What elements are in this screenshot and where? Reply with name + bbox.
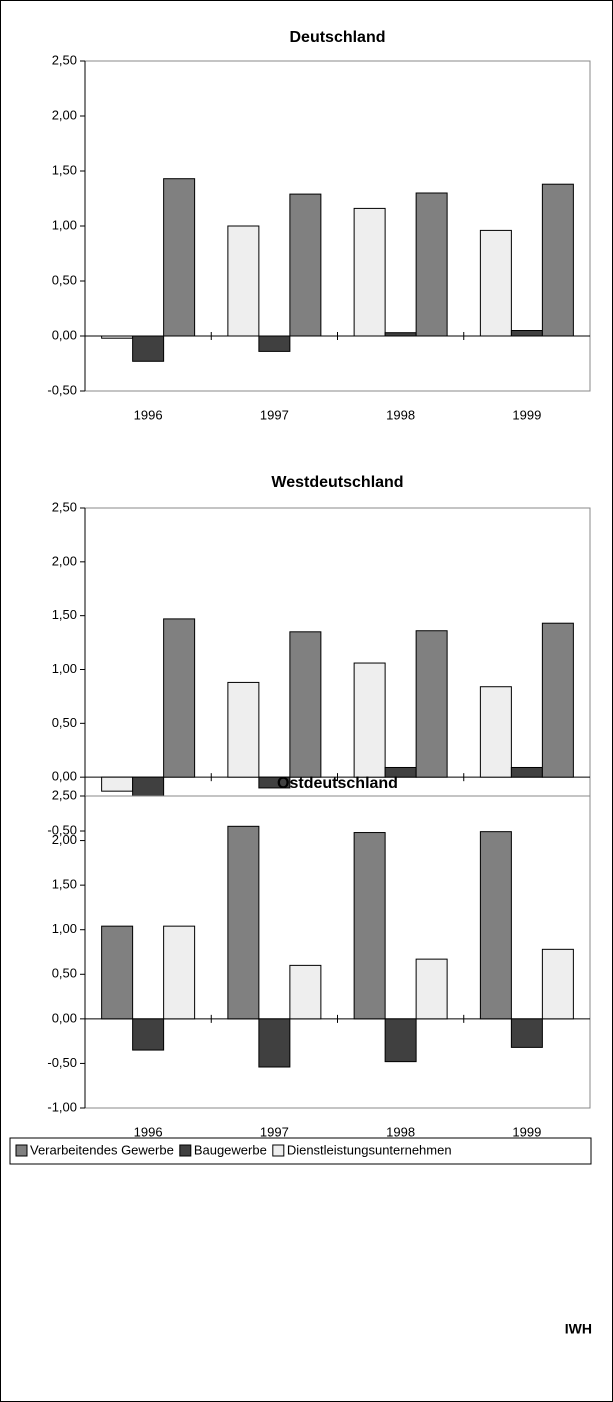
- bar: [353, 207, 386, 337]
- x-tick-label: 1998: [386, 1124, 415, 1139]
- x-tick-label: 1999: [512, 1124, 541, 1139]
- y-tick-label: 2,00: [52, 107, 77, 122]
- y-tick-label: 0,50: [52, 715, 77, 730]
- bar: [384, 1018, 417, 1063]
- y-tick-label: 0,50: [52, 966, 77, 981]
- y-tick-label: 0,00: [52, 327, 77, 342]
- bar: [101, 776, 134, 792]
- bar: [541, 622, 574, 778]
- y-tick-label: -0,50: [47, 382, 77, 397]
- y-tick-label: 1,00: [52, 217, 77, 232]
- legend-swatch: [272, 1144, 285, 1157]
- y-tick-label: 2,50: [52, 787, 77, 802]
- plot-area: [84, 795, 591, 1109]
- bar: [163, 925, 196, 1020]
- bar: [353, 832, 386, 1020]
- bar: [510, 1018, 543, 1048]
- y-tick-label: 2,50: [52, 499, 77, 514]
- x-tick-label: 1997: [260, 1124, 289, 1139]
- chart-title: Westdeutschland: [271, 474, 403, 491]
- bar: [353, 662, 386, 778]
- bar: [289, 631, 322, 778]
- bar: [258, 1018, 291, 1068]
- bar: [510, 766, 543, 778]
- bar: [415, 958, 448, 1020]
- bar: [227, 681, 260, 778]
- x-tick-label: 1999: [512, 407, 541, 422]
- bar: [101, 335, 134, 339]
- legend-box: [9, 1137, 592, 1165]
- y-tick-label: -1,00: [47, 1099, 77, 1114]
- bar: [227, 225, 260, 337]
- bar: [510, 330, 543, 337]
- bar: [227, 825, 260, 1020]
- bar: [289, 964, 322, 1020]
- bar: [163, 178, 196, 337]
- y-tick-label: 1,50: [52, 607, 77, 622]
- bar: [101, 925, 134, 1020]
- legend-label: Dienstleistungsunternehmen: [287, 1142, 452, 1157]
- source: IWH: [565, 1321, 592, 1337]
- bar: [289, 193, 322, 337]
- y-tick-label: 2,00: [52, 832, 77, 847]
- x-tick-label: 1998: [386, 407, 415, 422]
- y-tick-label: 1,50: [52, 162, 77, 177]
- bar: [479, 229, 512, 337]
- legend-swatch: [179, 1144, 192, 1157]
- bar: [541, 948, 574, 1020]
- legend-label: Baugewerbe: [194, 1142, 267, 1157]
- y-tick-label: 1,50: [52, 877, 77, 892]
- chart-title: Ostdeutschland: [277, 775, 398, 792]
- legend-swatch: [15, 1144, 28, 1157]
- y-tick-label: 2,00: [52, 553, 77, 568]
- bar: [384, 332, 417, 337]
- x-tick-label: 1996: [134, 1124, 163, 1139]
- bar: [258, 776, 291, 789]
- y-tick-label: 0,00: [52, 1010, 77, 1025]
- y-tick-label: -0,50: [47, 1055, 77, 1070]
- y-tick-label: 1,00: [52, 921, 77, 936]
- bar: [163, 618, 196, 778]
- y-tick-label: 0,00: [52, 769, 77, 784]
- bar: [132, 335, 165, 362]
- bar: [415, 192, 448, 337]
- bar: [541, 183, 574, 337]
- legend-label: Verarbeitendes Gewerbe: [30, 1142, 174, 1157]
- x-tick-label: 1997: [260, 407, 289, 422]
- bar: [132, 1018, 165, 1051]
- x-tick-label: 1996: [134, 407, 163, 422]
- y-tick-label: 0,50: [52, 272, 77, 287]
- y-tick-label: 2,50: [52, 52, 77, 67]
- bar: [479, 831, 512, 1020]
- bar: [415, 630, 448, 778]
- y-tick-label: -0,50: [47, 822, 77, 837]
- chart-title: Deutschland: [289, 29, 385, 46]
- bar: [479, 686, 512, 778]
- bar: [258, 335, 291, 352]
- y-tick-label: 1,00: [52, 661, 77, 676]
